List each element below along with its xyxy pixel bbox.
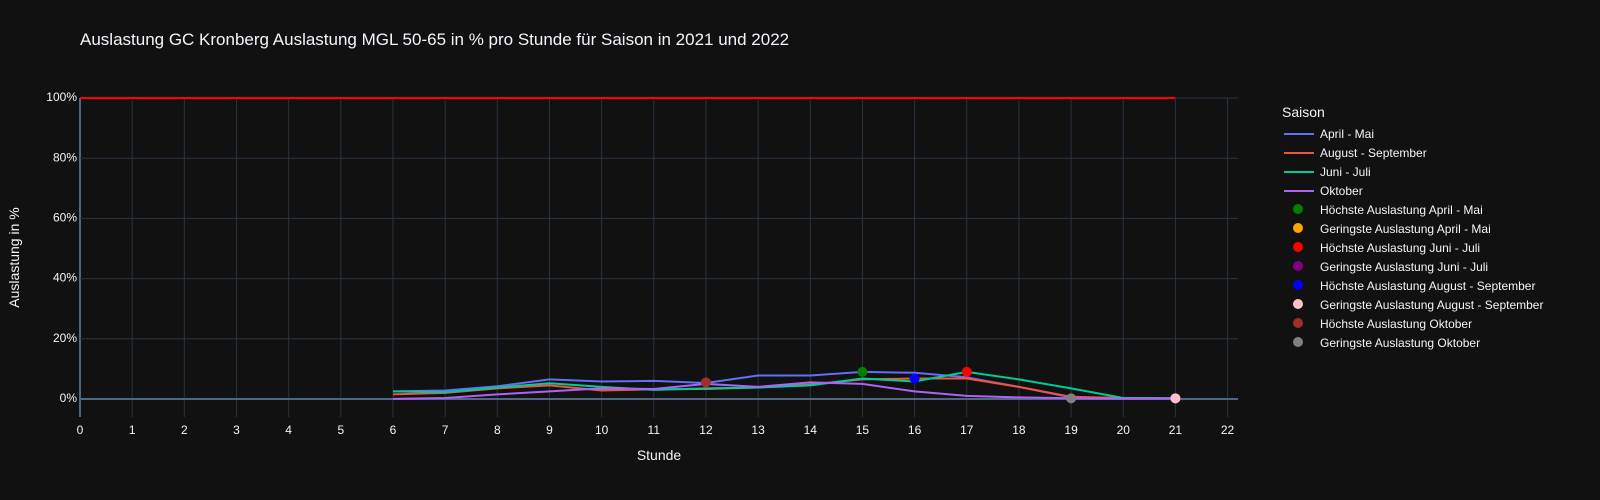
- y-tick-labels: 0% 20% 40% 60% 80% 100%: [46, 90, 77, 405]
- x-tick-label: 8: [494, 423, 501, 437]
- legend-items: April - Mai August - September Juni - Juli…: [1282, 124, 1543, 352]
- series-line[interactable]: [392, 377, 1176, 400]
- x-tick-label: 4: [285, 423, 292, 437]
- legend-dot-swatch: [1282, 238, 1318, 257]
- legend-label: August - September: [1320, 145, 1427, 160]
- x-tick-label: 17: [960, 423, 974, 437]
- legend-item[interactable]: Höchste Auslastung Oktober: [1282, 314, 1543, 333]
- x-tick-label: 14: [804, 423, 818, 437]
- legend-dot-swatch: [1282, 333, 1318, 352]
- y-tick-label: 60%: [53, 211, 77, 225]
- grid-lines: [79, 97, 1238, 417]
- x-tick-labels: 0 1 2 3 4 5 6 7 8 9 10 11 12 13 14 15 16 17 18 19 20 21 22: [77, 423, 1235, 437]
- legend-item[interactable]: Oktober: [1282, 181, 1543, 200]
- y-tick-label: 80%: [53, 150, 77, 164]
- extreme-marker[interactable]: [1066, 393, 1077, 404]
- legend-title: Saison: [1282, 104, 1325, 120]
- legend-label: Juni - Juli: [1320, 164, 1371, 179]
- x-tick-label: 18: [1012, 423, 1026, 437]
- extreme-marker[interactable]: [909, 373, 920, 384]
- x-tick-label: 16: [908, 423, 922, 437]
- x-tick-label: 6: [390, 423, 397, 437]
- extreme-markers: [700, 366, 1181, 404]
- series-line[interactable]: [392, 381, 1176, 400]
- legend-item[interactable]: Geringste Auslastung Juni - Juli: [1282, 257, 1543, 276]
- extreme-marker[interactable]: [1170, 393, 1181, 404]
- x-tick-label: 20: [1117, 423, 1131, 437]
- series-line[interactable]: [392, 370, 1176, 400]
- legend-line-swatch: [1282, 143, 1318, 162]
- legend-label: Geringste Auslastung Juni - Juli: [1320, 259, 1489, 274]
- legend-line-swatch: [1282, 181, 1318, 200]
- legend-label: Höchste Auslastung Oktober: [1320, 316, 1473, 331]
- legend-dot-swatch: [1282, 314, 1318, 333]
- x-tick-label: 5: [337, 423, 344, 437]
- extreme-marker[interactable]: [961, 366, 972, 377]
- legend-dot-swatch: [1282, 276, 1318, 295]
- x-tick-label: 2: [181, 423, 188, 437]
- x-tick-label: 9: [546, 423, 553, 437]
- x-tick-label: 10: [595, 423, 609, 437]
- legend-item[interactable]: Höchste Auslastung August - September: [1282, 276, 1543, 295]
- y-tick-label: 40%: [53, 271, 77, 285]
- legend-item[interactable]: Höchste Auslastung April - Mai: [1282, 200, 1543, 219]
- legend-dot-swatch: [1282, 257, 1318, 276]
- plot-area: 0 1 2 3 4 5 6 7 8 9 10 11 12 13 14 15 16 17 18 19 20 21 22 0%2…: [6, 90, 1238, 463]
- legend-dot-swatch: [1282, 219, 1318, 238]
- x-tick-label: 13: [751, 423, 765, 437]
- legend-item[interactable]: April - Mai: [1282, 124, 1543, 143]
- extreme-marker[interactable]: [857, 366, 868, 377]
- x-tick-label: 11: [648, 423, 661, 437]
- legend-item[interactable]: Geringste Auslastung August - September: [1282, 295, 1543, 314]
- x-tick-label: 0: [77, 423, 84, 437]
- legend-label: Oktober: [1320, 183, 1363, 198]
- y-tick-label: 20%: [53, 331, 77, 345]
- legend-item[interactable]: Geringste Auslastung April - Mai: [1282, 219, 1543, 238]
- y-axis-title: Auslastung in %: [6, 207, 22, 307]
- legend-line-swatch: [1282, 162, 1318, 181]
- x-tick-label: 21: [1169, 423, 1183, 437]
- legend-dot-swatch: [1282, 200, 1318, 219]
- legend-label: Geringste Auslastung Oktober: [1320, 335, 1481, 350]
- legend-label: Geringste Auslastung August - September: [1320, 297, 1544, 312]
- x-tick-label: 1: [129, 423, 136, 437]
- y-tick-label: 100%: [46, 90, 77, 104]
- legend-label: Höchste Auslastung Juni - Juli: [1320, 240, 1481, 255]
- x-tick-label: 19: [1064, 423, 1078, 437]
- series-lines: [392, 370, 1176, 400]
- x-tick-label: 12: [699, 423, 713, 437]
- legend-label: Höchste Auslastung August - September: [1320, 278, 1536, 293]
- legend-dot-swatch: [1282, 295, 1318, 314]
- legend-line-swatch: [1282, 124, 1318, 143]
- x-tick-label: 15: [856, 423, 870, 437]
- x-tick-label: 22: [1221, 423, 1235, 437]
- y-tick-label: 0%: [60, 391, 78, 405]
- legend-item[interactable]: Geringste Auslastung Oktober: [1282, 333, 1543, 352]
- legend-label: April - Mai: [1320, 126, 1375, 141]
- legend-item[interactable]: Juni - Juli: [1282, 162, 1543, 181]
- legend-label: Geringste Auslastung April - Mai: [1320, 221, 1491, 236]
- x-tick-label: 7: [442, 423, 449, 437]
- chart-title: Auslastung GC Kronberg Auslastung MGL 50…: [80, 30, 790, 49]
- x-tick-label: 3: [233, 423, 240, 437]
- legend-label: Höchste Auslastung April - Mai: [1320, 202, 1483, 217]
- x-axis-title: Stunde: [637, 447, 682, 463]
- legend[interactable]: Saison April - Mai August - September Juni…: [1282, 104, 1543, 352]
- legend-item[interactable]: Höchste Auslastung Juni - Juli: [1282, 238, 1543, 257]
- extreme-marker[interactable]: [700, 377, 711, 388]
- legend-item[interactable]: August - September: [1282, 143, 1543, 162]
